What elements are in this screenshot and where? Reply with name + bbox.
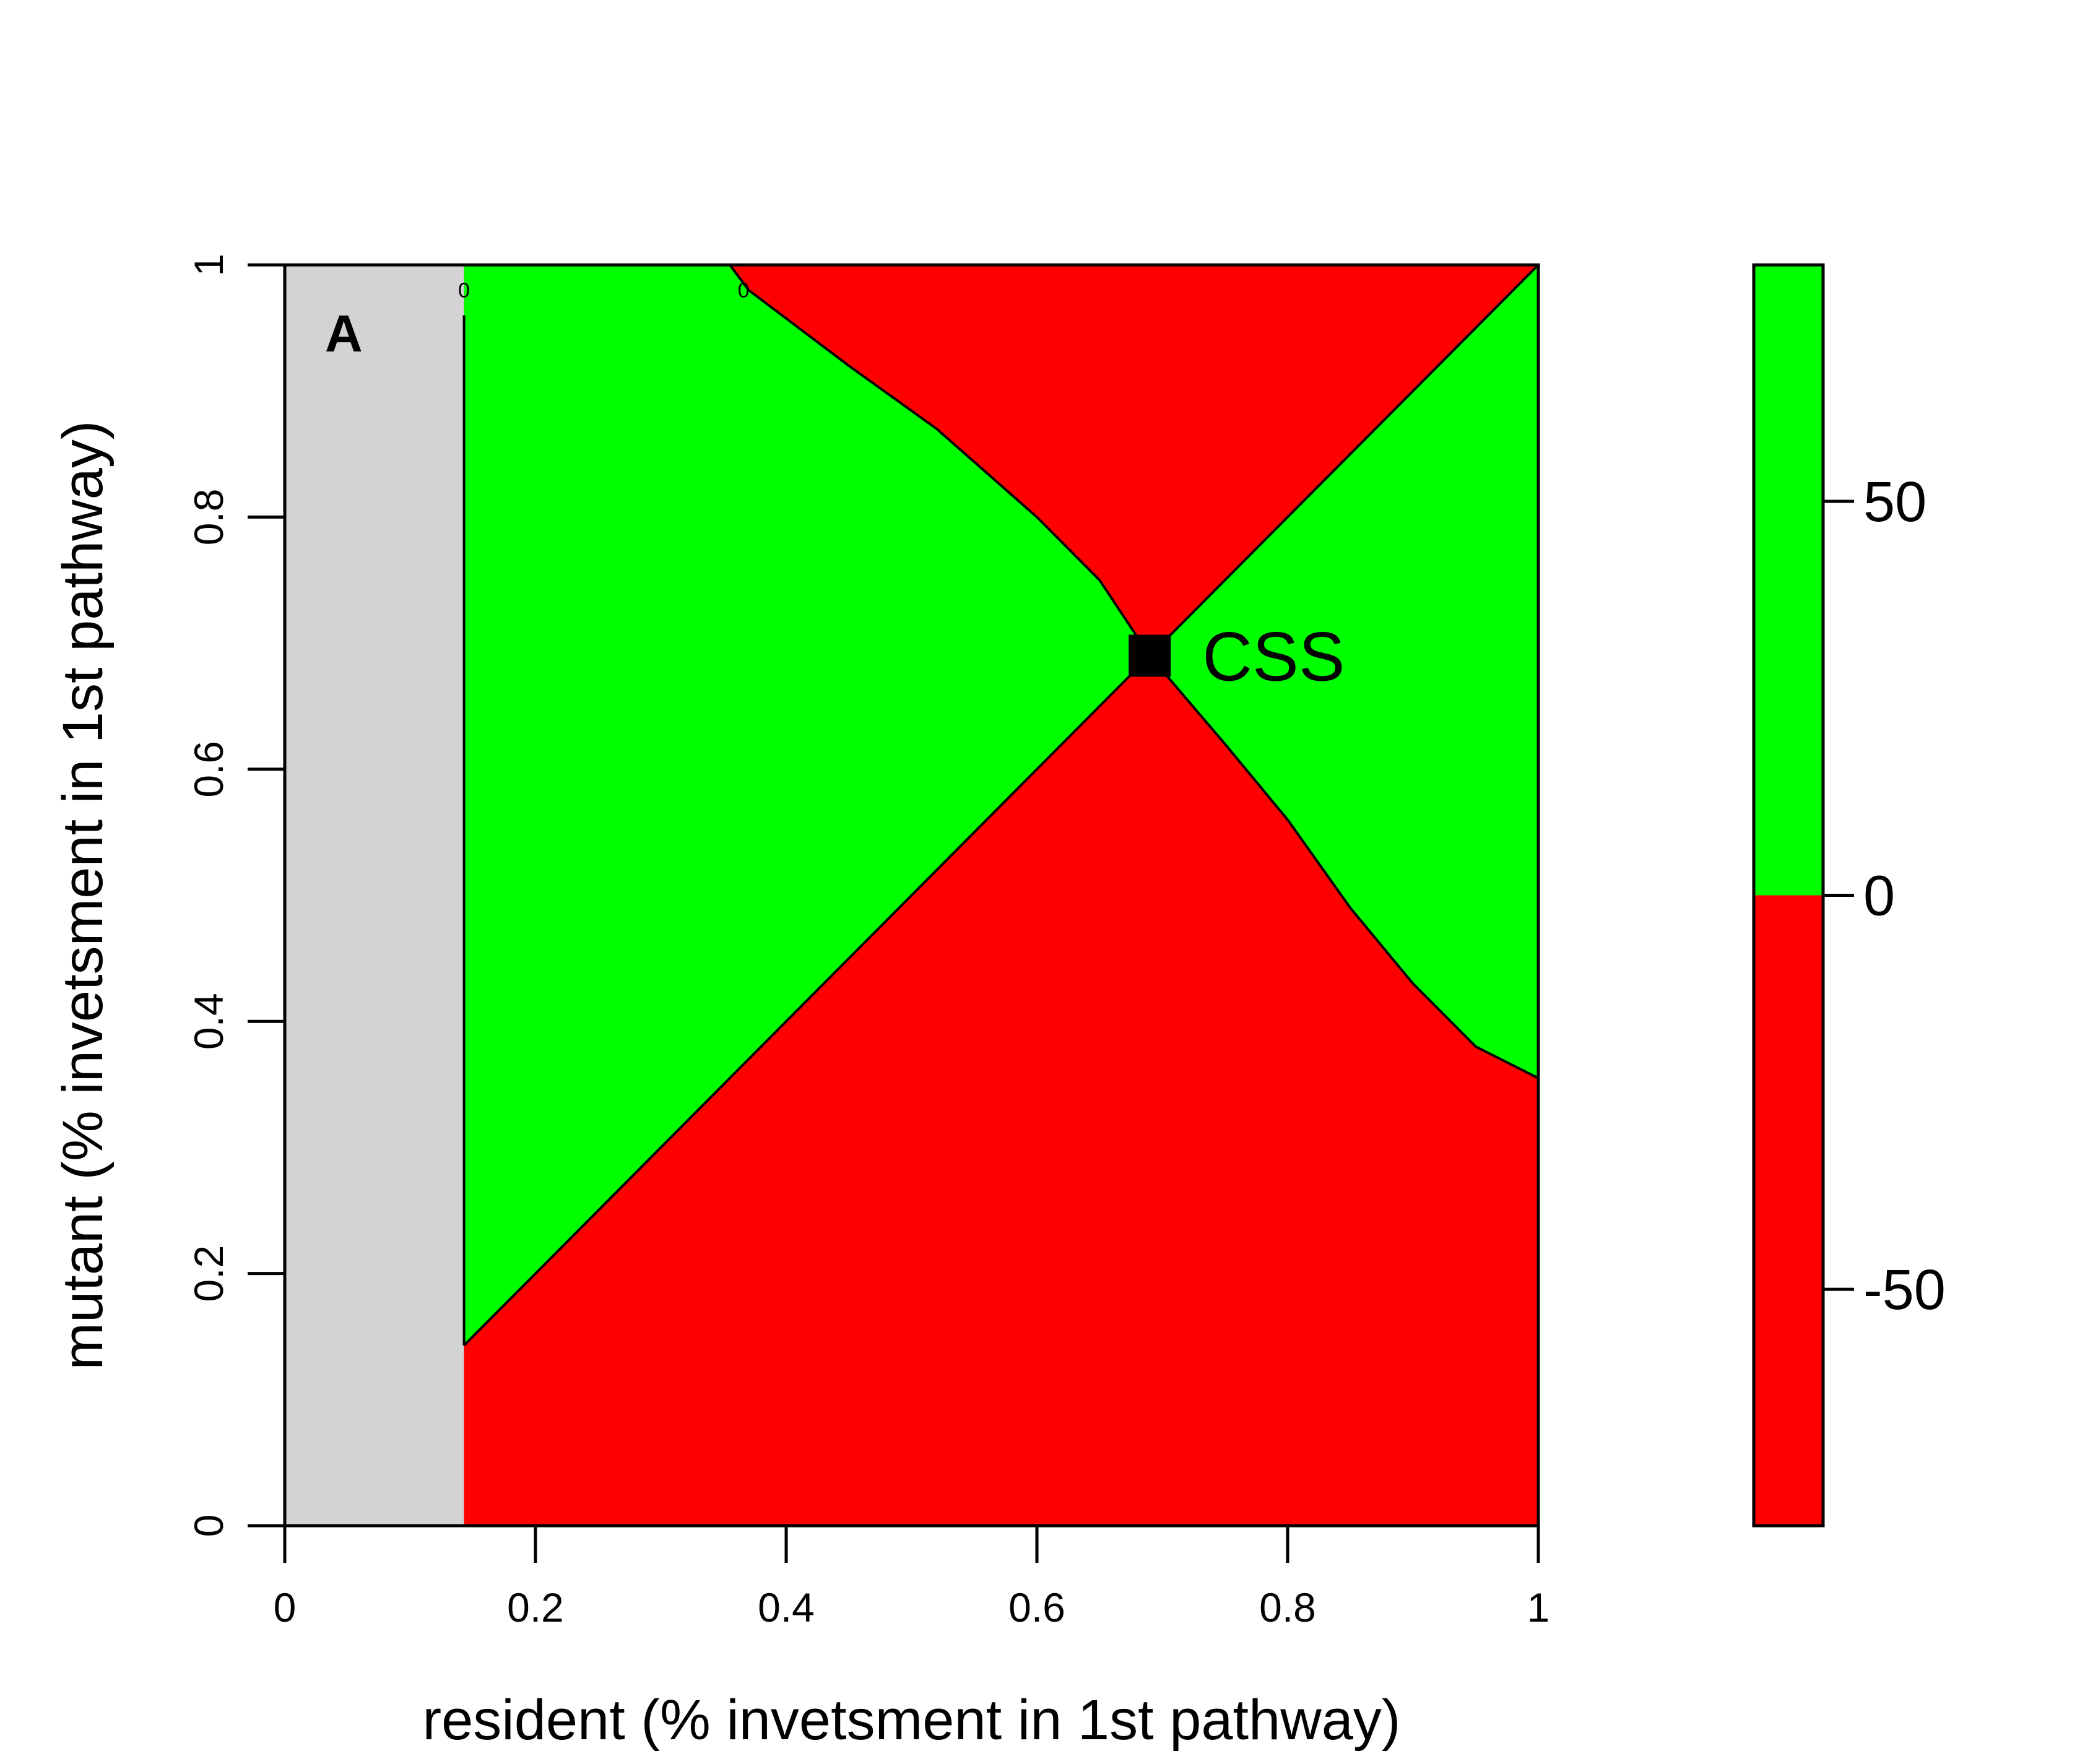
region-excluded — [285, 265, 464, 1526]
x-tick-label: 0.6 — [1008, 1585, 1065, 1630]
x-tick-label: 0.4 — [758, 1585, 815, 1630]
y-axis-label: mutant (% invetsment in 1st pathway) — [51, 421, 115, 1370]
x-axis: 0 0.2 0.4 0.6 0.8 1 — [274, 1524, 1550, 1630]
colorbar-tick-label: 50 — [1863, 470, 1926, 534]
x-tick-label: 0 — [274, 1585, 297, 1630]
x-axis-label: resident (% invetsment in 1st pathway) — [422, 1688, 1400, 1752]
y-tick-label: 0.4 — [186, 993, 232, 1050]
region-positive-right — [1150, 265, 1538, 1078]
x-tick-label: 0.2 — [507, 1585, 564, 1630]
small-marker: 0 — [738, 279, 750, 303]
boundary-curves — [462, 264, 1540, 1347]
panel-label: A — [325, 305, 363, 363]
colorbar-positive-band — [1754, 265, 1823, 896]
small-marker: 0 — [458, 279, 470, 303]
x-tick-label: 1 — [1527, 1585, 1550, 1630]
colorbar: 50 0 -50 — [1752, 263, 1946, 1528]
y-tick-label: 0.2 — [186, 1245, 232, 1302]
y-tick-label: 0 — [186, 1515, 232, 1537]
y-tick-label: 0.8 — [186, 489, 232, 546]
y-axis: 0 0.2 0.4 0.6 0.8 1 — [186, 254, 287, 1537]
colorbar-tick-label: -50 — [1863, 1258, 1946, 1321]
y-tick-label: 0.6 — [186, 741, 232, 798]
x-tick-label: 0.8 — [1259, 1585, 1316, 1630]
diagonal-line — [463, 264, 1540, 1347]
boundary-curve-lower — [1148, 655, 1539, 1079]
css-point-marker — [1129, 634, 1171, 677]
y-tick-label: 1 — [186, 254, 232, 277]
css-label: CSS — [1202, 618, 1345, 695]
boundary-curve-upper — [729, 264, 1151, 657]
region-positive-left — [464, 265, 1150, 1346]
colorbar-tick-label: 0 — [1863, 865, 1895, 928]
colorbar-negative-band — [1754, 895, 1823, 1526]
